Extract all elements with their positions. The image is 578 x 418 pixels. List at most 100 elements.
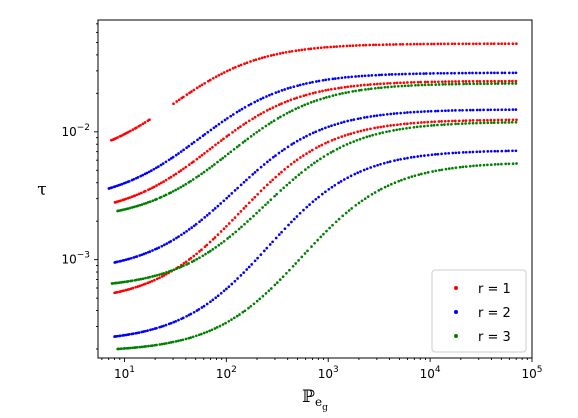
data-point-r3: [503, 82, 507, 85]
data-point-r2: [122, 258, 126, 262]
data-point-r2: [116, 260, 119, 264]
data-point-r1: [211, 76, 215, 80]
data-point-r1: [489, 118, 493, 122]
data-point-r2: [461, 71, 464, 75]
data-point-r1: [143, 121, 147, 124]
data-point-r1: [433, 80, 437, 84]
data-point-r3: [454, 82, 458, 86]
data-point-r1: [144, 282, 147, 286]
data-point-r1: [189, 256, 193, 260]
data-point-r2: [433, 153, 437, 156]
data-point-r3: [395, 128, 399, 132]
data-point-r2: [411, 72, 415, 76]
data-point-r3: [141, 277, 145, 281]
data-point-r3: [135, 278, 138, 282]
data-point-r3: [344, 91, 348, 95]
data-point-r2: [399, 157, 402, 161]
data-point-r3: [307, 165, 310, 169]
data-point-r2: [346, 176, 350, 180]
data-point-r2: [230, 192, 234, 195]
legend-marker: [454, 286, 458, 290]
data-point-r2: [261, 96, 265, 100]
data-point-r1: [343, 134, 347, 137]
data-point-r3: [291, 264, 295, 268]
data-point-r1: [409, 81, 413, 84]
data-point-r1: [233, 216, 237, 219]
data-point-r1: [349, 85, 353, 88]
data-point-r3: [440, 123, 443, 127]
data-point-r3: [304, 168, 307, 171]
data-point-r3: [365, 135, 369, 139]
data-point-r2: [380, 73, 384, 77]
legend-label: r = 3: [478, 330, 511, 345]
data-point-r2: [399, 111, 403, 115]
data-point-r2: [214, 296, 218, 300]
data-point-r3: [322, 155, 326, 158]
data-point-r2: [259, 97, 263, 101]
data-point-r3: [227, 319, 231, 323]
data-point-r2: [135, 331, 139, 335]
data-point-r2: [217, 122, 221, 126]
data-point-r2: [346, 119, 350, 123]
data-point-r3: [272, 119, 276, 123]
data-point-r3: [148, 200, 152, 204]
data-point-r2: [298, 211, 302, 215]
data-point-r3: [208, 166, 211, 170]
data-point-r2: [457, 71, 461, 75]
data-point-r2: [311, 200, 315, 204]
data-point-r2: [422, 72, 426, 75]
data-point-r1: [231, 130, 234, 134]
data-point-r2: [317, 79, 321, 83]
data-point-r1: [206, 79, 210, 83]
data-point-r3: [257, 129, 261, 132]
data-point-r2: [235, 110, 239, 114]
data-point-r1: [311, 91, 315, 95]
data-point-r1: [333, 137, 337, 141]
data-point-r3: [386, 184, 390, 188]
data-point-r2: [486, 150, 490, 153]
data-point-r3: [312, 100, 316, 103]
data-point-r1: [172, 174, 176, 177]
data-point-r3: [334, 220, 338, 224]
data-point-r2: [439, 71, 443, 75]
data-point-r3: [223, 154, 227, 158]
data-point-r2: [227, 285, 231, 289]
data-point-r3: [278, 278, 282, 281]
data-point-r1: [471, 79, 475, 83]
data-point-r1: [320, 143, 324, 147]
data-point-r3: [126, 280, 130, 283]
data-point-r1: [324, 88, 328, 92]
data-point-r3: [153, 274, 157, 278]
data-point-r2: [161, 162, 165, 165]
data-point-r1: [437, 80, 440, 84]
data-point-r3: [315, 99, 319, 102]
data-point-r2: [145, 171, 149, 175]
data-point-r1: [295, 158, 299, 162]
data-point-r1: [337, 86, 340, 90]
data-point-r1: [244, 121, 248, 125]
data-point-r1: [343, 85, 347, 89]
data-point-r3: [235, 314, 239, 318]
data-point-r3: [243, 222, 246, 226]
data-point-r3: [423, 83, 427, 87]
data-point-r2: [119, 259, 123, 263]
x-tick-label: 101: [114, 365, 135, 381]
data-point-r3: [195, 257, 199, 261]
data-point-r1: [247, 201, 251, 205]
data-point-r2: [171, 155, 175, 159]
data-point-r2: [308, 81, 312, 85]
data-point-r1: [150, 279, 154, 283]
data-point-r2: [324, 126, 327, 130]
data-point-r1: [164, 178, 168, 182]
data-point-r3: [147, 344, 150, 348]
data-point-r1: [222, 137, 225, 141]
data-point-r2: [181, 316, 185, 320]
data-point-r1: [374, 43, 378, 47]
data-point-r2: [152, 167, 156, 171]
data-point-r3: [377, 86, 380, 90]
data-point-r3: [500, 162, 503, 166]
data-point-r1: [345, 44, 349, 48]
data-point-r2: [182, 231, 186, 235]
data-point-r3: [155, 273, 159, 277]
data-point-r1: [416, 80, 420, 84]
